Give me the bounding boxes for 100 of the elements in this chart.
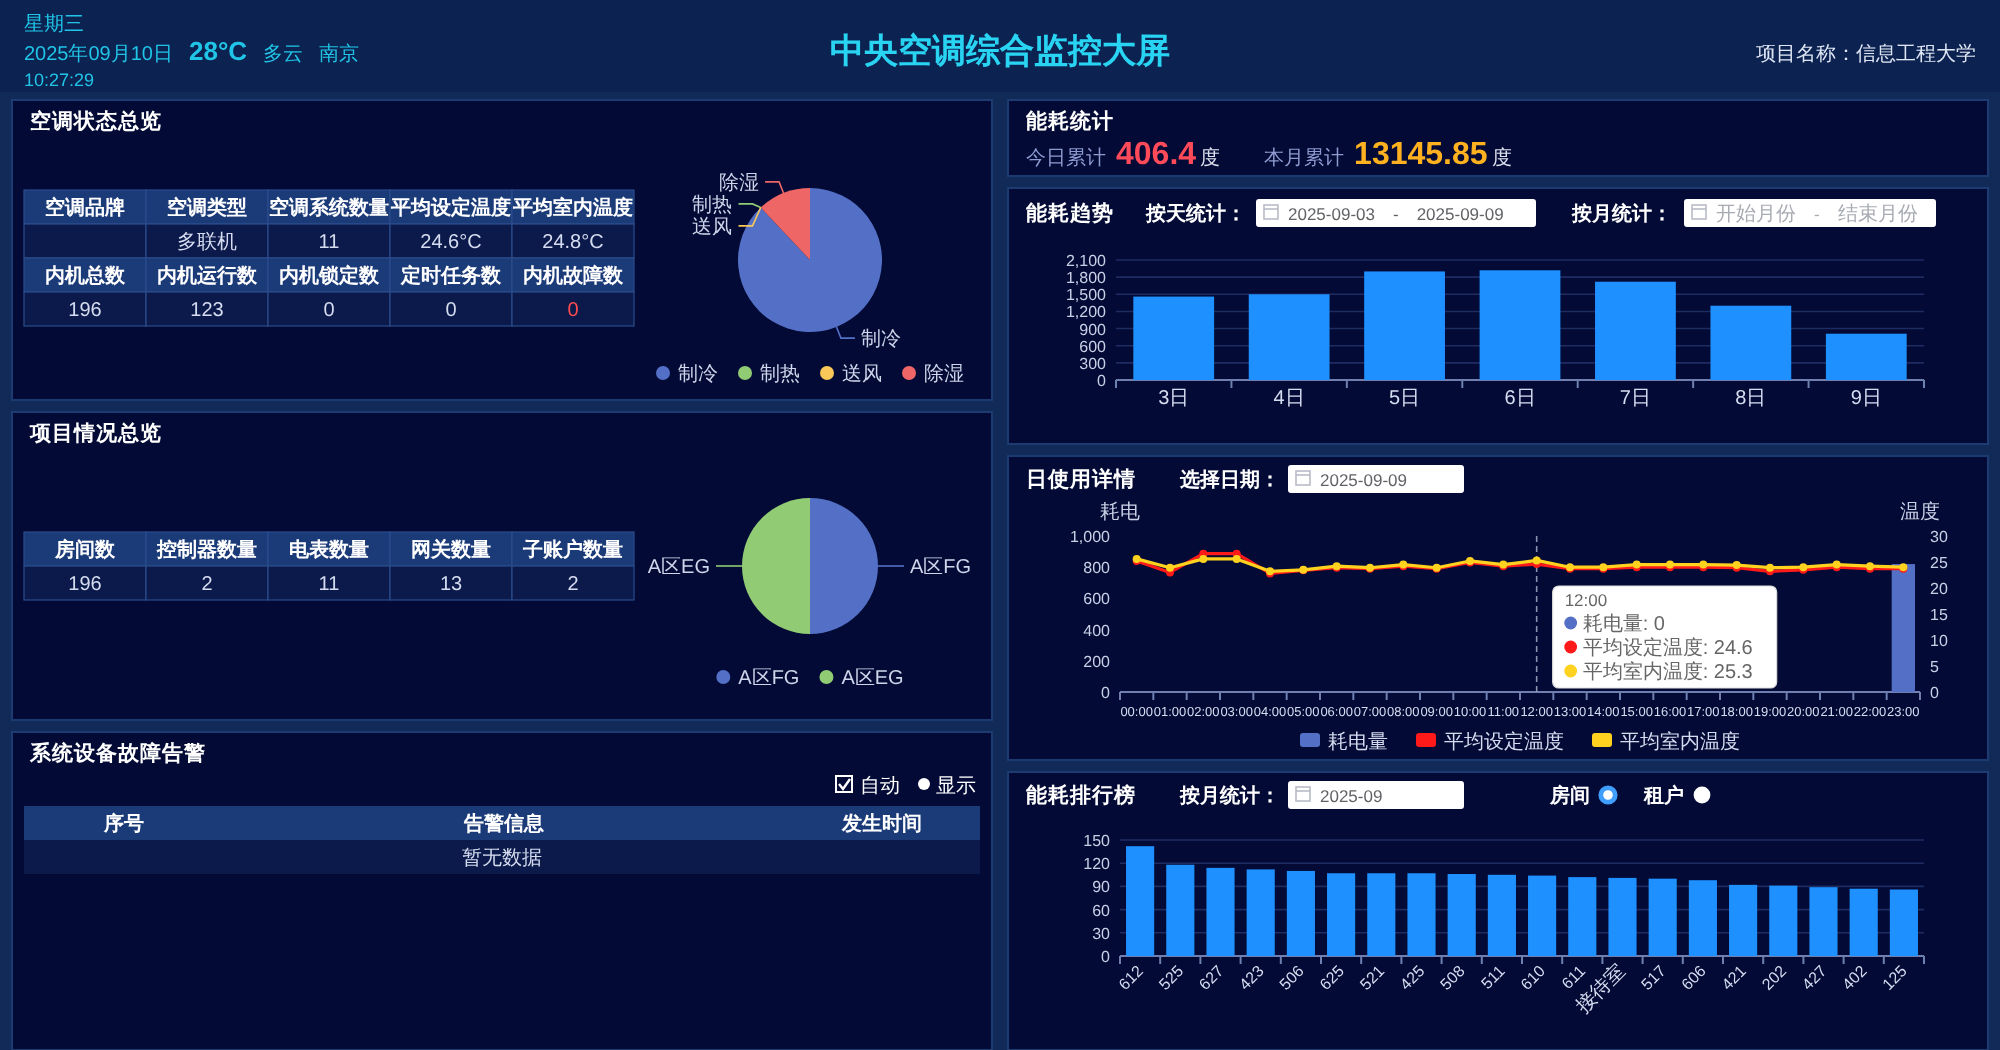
text: 星期三 [24, 12, 84, 36]
y-tick-label: 200 [1083, 652, 1112, 671]
y-tick-label: 1,000 [1069, 528, 1112, 546]
legend-label: 制冷 [678, 362, 718, 386]
y-tick-label: 60 [1092, 901, 1112, 920]
x-tick-label: 517 [1637, 961, 1671, 994]
y-tick-label: 120 [1083, 855, 1112, 874]
y2-tick-label: 30 [1930, 528, 1949, 546]
x-tick-label: 202 [1758, 961, 1791, 994]
x-tick-label: 9日 [1850, 388, 1882, 410]
point [1166, 563, 1174, 572]
text: 房间 [1548, 784, 1590, 808]
text: 项目情况总览 [28, 420, 162, 446]
text: 控制器数量 [155, 538, 257, 562]
x-tick-label: 606 [1678, 961, 1711, 994]
text: 2025-09 [1320, 786, 1383, 806]
text: 网关数量 [411, 538, 491, 562]
y-tick-label: 1,800 [1065, 269, 1108, 288]
y-axis-title: 耗电 [1100, 500, 1140, 524]
text: 406.4 [1116, 138, 1197, 172]
bar [1166, 864, 1195, 956]
text: 序号 [102, 812, 144, 836]
x-tick-label: 508 [1436, 961, 1470, 994]
y-tick-label: 300 [1079, 354, 1108, 373]
slice-label: 除湿 [719, 170, 760, 195]
legend-label: 耗电量 [1328, 730, 1388, 754]
text: 平均设定温度 [389, 196, 511, 220]
x-tick-label: 5日 [1389, 388, 1421, 410]
text: 结束月份 [1837, 202, 1918, 226]
category-label: 制热 [692, 194, 733, 217]
text: 0 [323, 300, 336, 322]
text: 2025-09-09 [1320, 470, 1408, 490]
text: 196 [68, 300, 103, 322]
y-tick-label: 30 [1092, 924, 1112, 943]
bar [1568, 877, 1597, 956]
x-tick-label: 4日 [1273, 388, 1305, 410]
y-tick-label: 800 [1083, 559, 1112, 578]
bar [1849, 888, 1878, 956]
text: 系统设备故障告警 [28, 740, 206, 766]
bar [1487, 874, 1516, 956]
legend-label: A区FG [738, 668, 800, 690]
text: 2 [567, 574, 580, 596]
pie-slice [760, 188, 810, 260]
text: 0 [567, 300, 580, 322]
x-tick-label: 627 [1195, 961, 1229, 994]
y-tick-label: 0 [1101, 948, 1112, 966]
text: 2 [201, 574, 214, 596]
x-tick-label: 625 [1316, 961, 1349, 994]
legend-label: 除湿 [924, 362, 964, 386]
text: 按天统计： [1144, 202, 1246, 226]
annotation: 平均室内温度: 25.3 [1582, 660, 1754, 684]
text: 本月累计 [1264, 146, 1345, 170]
x-tick-label: 521 [1356, 961, 1389, 994]
legend-label: 平均室内温度 [1620, 730, 1740, 754]
text: 平均室内温度 [511, 196, 633, 220]
text: 10:27:29 [24, 70, 95, 90]
x-tick-label: 612 [1115, 961, 1148, 994]
text: 南京 [319, 42, 360, 66]
annotation: 12:00 [1564, 590, 1608, 610]
text: 暂无数据 [462, 846, 542, 870]
x-tick-label: 525 [1155, 961, 1188, 994]
text: 多云 [263, 42, 304, 66]
legend-label: A区EG [841, 668, 905, 690]
text: 电表数量 [289, 538, 369, 562]
bar [1809, 887, 1838, 956]
text: 24.8°C [542, 232, 604, 254]
y2-tick-label: 0 [1930, 684, 1940, 702]
bar [1367, 873, 1396, 956]
pie-slice [738, 188, 882, 332]
text: 空调系统数量 [269, 196, 389, 220]
text: 内机运行数 [157, 264, 259, 288]
text: - [1814, 204, 1820, 224]
bar [1327, 873, 1356, 956]
text: 123 [190, 300, 225, 322]
chart-title: 日使用详情 [1026, 466, 1136, 492]
x-tick-label: 506 [1276, 961, 1309, 994]
text: 11 [318, 574, 341, 596]
x-tick-label: 125 [1879, 961, 1912, 994]
y-tick-label: 900 [1079, 320, 1108, 339]
point [1232, 554, 1241, 563]
x-tick-label: 7日 [1619, 388, 1651, 410]
y-tick-label: 600 [1079, 337, 1108, 356]
text: 24.6°C [420, 232, 482, 254]
text: 项目名称：信息工程大学 [1756, 42, 1976, 66]
x-tick-label: 423 [1235, 961, 1269, 994]
y2-tick-label: 20 [1930, 580, 1949, 598]
text: 2025-09-09 [1416, 204, 1505, 224]
bar [1126, 846, 1155, 956]
text: 按月统计： [1178, 784, 1280, 808]
slice-label: A区EG [647, 557, 711, 579]
text: 自动 [860, 774, 900, 798]
x-tick-label: 611 [1558, 961, 1590, 993]
x-tick-label: 3日 [1158, 388, 1190, 410]
bar [1688, 880, 1717, 956]
y2-tick-label: 5 [1930, 658, 1940, 676]
text: 中央空调综合监控大屏 [830, 32, 1170, 70]
x-tick-label: 610 [1517, 961, 1550, 994]
y-tick-label: 1,500 [1065, 286, 1108, 305]
text: 按月统计： [1570, 202, 1672, 226]
legend-label: 制热 [760, 362, 800, 386]
